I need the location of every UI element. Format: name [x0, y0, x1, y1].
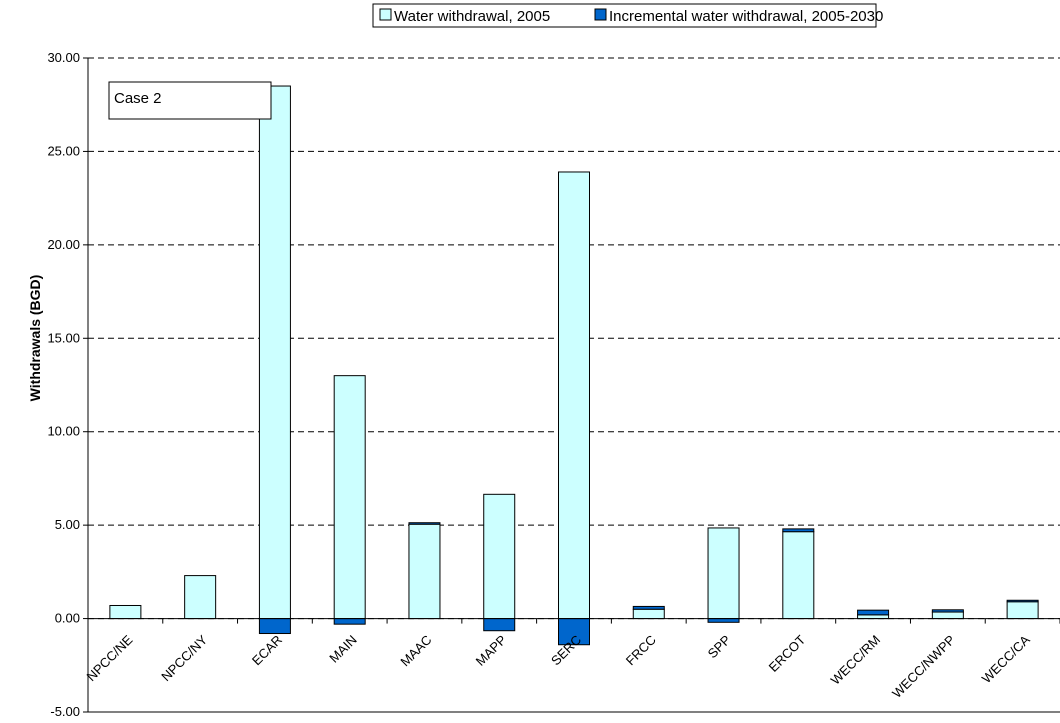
y-tick-label: 20.00 — [47, 237, 80, 252]
bar-water-withdrawal-2005 — [333, 375, 366, 620]
y-tick-label: 5.00 — [55, 517, 80, 532]
x-tick-label: MAIN — [326, 632, 360, 666]
legend: Water withdrawal, 2005 Incremental water… — [372, 3, 883, 28]
bar-water-withdrawal-2005 — [109, 604, 142, 620]
bar-water-withdrawal-2005 — [483, 493, 516, 620]
bar-incremental-withdrawal — [483, 618, 516, 632]
bar-water-withdrawal-2005 — [184, 575, 217, 620]
bar-water-withdrawal-2005 — [857, 614, 890, 620]
bar-water-withdrawal-2005 — [408, 523, 441, 620]
y-tick-label: 25.00 — [47, 143, 80, 158]
bar-incremental-withdrawal — [258, 618, 291, 635]
bars — [109, 85, 1039, 646]
y-tick-label: 10.00 — [47, 424, 80, 439]
bar-incremental-withdrawal — [707, 618, 740, 623]
x-tick-label: FRCC — [623, 632, 659, 668]
bar-incremental-withdrawal — [333, 618, 366, 625]
legend-swatch-incremental — [594, 8, 607, 21]
annotation-box — [108, 81, 272, 120]
bar-water-withdrawal-2005 — [707, 527, 740, 620]
legend-box — [372, 3, 877, 28]
annotation-text: Case 2 — [114, 90, 162, 107]
bar-water-withdrawal-2005 — [782, 531, 815, 620]
bar-incremental-withdrawal — [931, 609, 964, 613]
y-tick-label: 0.00 — [55, 611, 80, 626]
x-tick-label: WECC/NWPP — [889, 632, 958, 701]
bar-water-withdrawal-2005 — [1006, 601, 1039, 620]
bar-incremental-withdrawal — [782, 528, 815, 533]
x-tick-label: MAAC — [397, 632, 434, 669]
x-tick-label: NPCC/NE — [84, 632, 136, 684]
bar-water-withdrawal-2005 — [931, 611, 964, 620]
y-axis-title: Withdrawals (BGD) — [27, 275, 43, 402]
x-tick-label: WECC/CA — [979, 632, 1033, 686]
y-tick-labels: 30.00 25.00 20.00 15.00 10.00 5.00 0.00 -5.00 — [47, 50, 80, 719]
legend-label-incremental: Incremental water withdrawal, 2005-2030 — [609, 8, 883, 25]
legend-label-water-withdrawal: Water withdrawal, 2005 — [394, 8, 550, 25]
y-tick-label: -5.00 — [50, 704, 80, 719]
y-tick-label: 30.00 — [47, 50, 80, 65]
case-annotation: Case 2 — [108, 81, 272, 120]
x-tick-label: WECC/RM — [828, 632, 884, 688]
bar-water-withdrawal-2005 — [258, 85, 291, 620]
x-tick-label: MAPP — [473, 632, 510, 669]
bar-incremental-withdrawal — [857, 609, 890, 616]
axes — [83, 57, 1060, 713]
legend-swatch-water-withdrawal — [379, 8, 392, 21]
bar-incremental-withdrawal — [632, 605, 665, 610]
x-tick-label: SPP — [705, 632, 734, 661]
bar-incremental-withdrawal — [1006, 599, 1039, 603]
bar-water-withdrawal-2005 — [632, 608, 665, 620]
bar-incremental-withdrawal — [408, 522, 441, 525]
x-tick-label: NPCC/NY — [158, 632, 210, 684]
x-tick-label: ECAR — [249, 632, 285, 668]
y-tick-label: 15.00 — [47, 330, 80, 345]
bar-water-withdrawal-2005 — [558, 171, 590, 620]
x-tick-label: ERCOT — [766, 632, 809, 675]
